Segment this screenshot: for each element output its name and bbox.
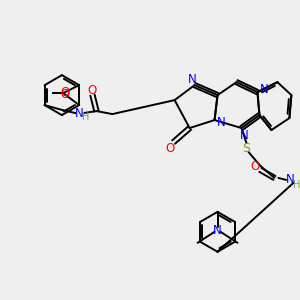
Text: O: O [61,85,70,99]
Text: N: N [213,224,222,237]
Text: N: N [286,173,295,186]
Text: S: S [242,142,250,154]
Text: O: O [61,88,70,100]
Text: N: N [188,73,197,85]
Text: N: N [75,106,84,120]
Text: O: O [251,160,260,173]
Text: H: H [82,112,89,122]
Text: O: O [88,84,97,97]
Text: O: O [165,142,174,154]
Text: N: N [260,82,269,96]
Text: N: N [217,116,226,129]
Text: H: H [293,180,300,190]
Text: N: N [240,128,249,142]
